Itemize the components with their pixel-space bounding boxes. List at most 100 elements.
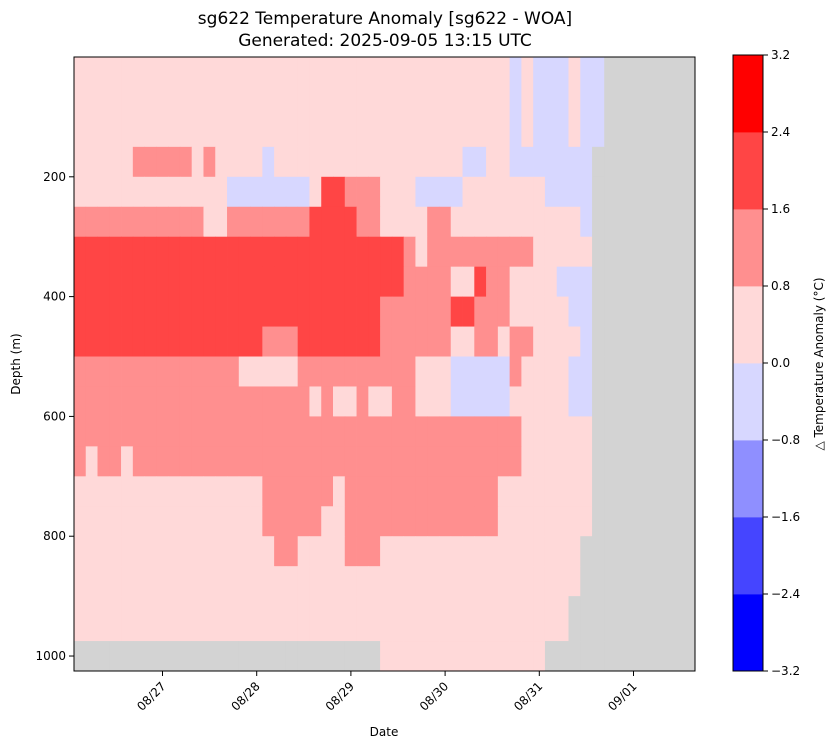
heatmap-cell [486, 386, 499, 417]
heatmap-cell [191, 476, 204, 507]
heatmap-cell [109, 176, 122, 208]
heatmap-cell [580, 641, 593, 672]
heatmap-cell [568, 236, 581, 268]
heatmap-cell [356, 176, 369, 208]
heatmap-cell [121, 356, 134, 387]
heatmap-cell [356, 476, 369, 507]
heatmap-cell [203, 476, 216, 507]
heatmap-cell [486, 506, 499, 537]
heatmap-cell [344, 536, 357, 567]
heatmap-cell [227, 57, 240, 148]
heatmap-cell [509, 176, 522, 208]
heatmap-cell [592, 506, 605, 537]
heatmap-cell [109, 416, 122, 447]
heatmap-cell [344, 506, 357, 537]
heatmap-cell [521, 476, 534, 507]
heatmap-cell [121, 566, 134, 597]
heatmap-cell [297, 57, 310, 148]
y-axis-label: Depth (m) [9, 333, 23, 394]
heatmap-cell [556, 416, 569, 447]
heatmap-cell [521, 386, 534, 417]
heatmap-cell [74, 326, 87, 357]
heatmap-cell [521, 296, 534, 327]
heatmap-cell [380, 57, 393, 148]
heatmap-cell [592, 536, 605, 567]
heatmap-cell [438, 566, 452, 597]
plot-area [73, 56, 696, 672]
heatmap-cell [85, 506, 98, 537]
heatmap-cell [74, 566, 87, 597]
heatmap-cell [262, 566, 275, 597]
heatmap-cell [333, 566, 346, 597]
heatmap-cell [438, 236, 452, 268]
heatmap-cell [380, 536, 393, 567]
heatmap-cell [438, 641, 452, 672]
heatmap-cell [533, 326, 546, 357]
heatmap-cell [344, 356, 357, 387]
heatmap-cell [85, 536, 98, 567]
heatmap-cell [144, 326, 157, 357]
heatmap-cell [297, 296, 310, 327]
heatmap-cell [568, 596, 581, 642]
y-axis: 200 400 600 800 1000 [35, 170, 74, 663]
heatmap-cell [144, 236, 157, 268]
heatmap-cell [121, 296, 134, 327]
heatmap-cell [156, 446, 169, 477]
heatmap-cell [238, 236, 251, 268]
heatmap-cell [309, 236, 322, 268]
heatmap-cell [274, 57, 287, 148]
heatmap-cell [132, 57, 146, 148]
heatmap-cell [544, 506, 558, 537]
heatmap-cell [262, 536, 275, 567]
heatmap-cell [179, 146, 193, 178]
heatmap-cell [179, 176, 193, 208]
heatmap-cell [580, 326, 593, 357]
heatmap-cell [333, 446, 346, 477]
colorbar-swatch [733, 440, 763, 518]
heatmap-cell [227, 326, 240, 357]
heatmap-cell [215, 641, 228, 672]
heatmap-cell [109, 386, 122, 417]
heatmap-cell [321, 566, 334, 597]
heatmap-cell [521, 176, 534, 208]
heatmap-cell [580, 446, 593, 477]
heatmap-cell [238, 176, 251, 208]
heatmap-cell [356, 416, 369, 447]
heatmap-cell [168, 57, 181, 148]
heatmap-cell [179, 386, 193, 417]
heatmap-cell [568, 416, 581, 447]
heatmap-cell [321, 641, 334, 672]
heatmap-cell [191, 326, 204, 357]
heatmap-cell [568, 446, 581, 477]
heatmap-cell [85, 296, 98, 327]
heatmap-cell [309, 57, 322, 148]
heatmap-cell [179, 566, 193, 597]
heatmap-cell [592, 356, 605, 387]
heatmap-cell [450, 206, 463, 238]
heatmap-cell [179, 206, 193, 238]
heatmap-cell [509, 296, 522, 327]
heatmap-cell [356, 236, 369, 268]
heatmap-cell [215, 536, 228, 567]
heatmap-cell [556, 57, 569, 148]
heatmap-cell [144, 206, 157, 238]
heatmap-cell [97, 566, 110, 597]
heatmap-cell [97, 416, 110, 447]
heatmap-cell [121, 236, 134, 268]
heatmap-cell [556, 596, 569, 642]
heatmap-cell [486, 266, 499, 298]
x-tick-label: 08/28 [228, 679, 262, 713]
heatmap-cell [97, 641, 110, 672]
heatmap-cell [391, 476, 405, 507]
heatmap-cell [544, 446, 558, 477]
heatmap-cell [462, 146, 475, 178]
heatmap-cell [97, 206, 110, 238]
heatmap-cell [250, 176, 263, 208]
heatmap-cell [309, 266, 322, 298]
heatmap-cell [238, 386, 251, 417]
heatmap-cell [132, 356, 146, 387]
heatmap-cell [191, 356, 204, 387]
heatmap-cell [509, 266, 522, 298]
heatmap-cell [497, 416, 511, 447]
heatmap-cell [227, 146, 240, 178]
